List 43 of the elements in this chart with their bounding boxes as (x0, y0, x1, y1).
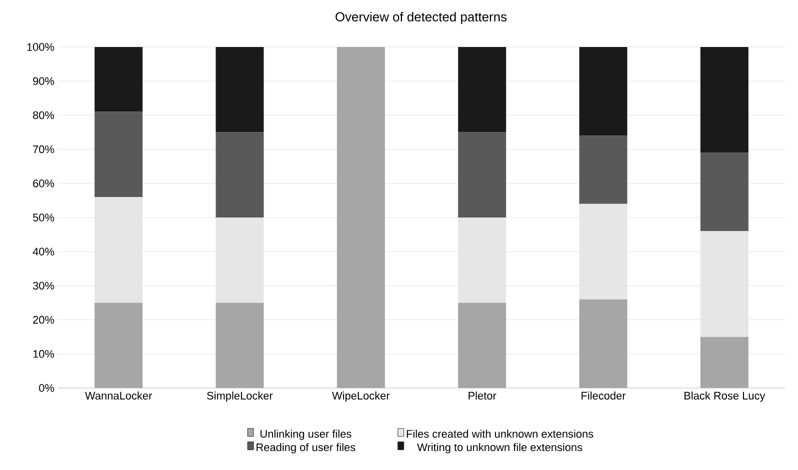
bar (458, 46, 506, 132)
x-tick-label: WannaLocker (85, 392, 152, 400)
x-tick-label: Black Rose Lucy (684, 392, 766, 402)
y-tick-label: 0% (39, 384, 54, 392)
bar (700, 152, 748, 232)
y-tick-label: 40% (32, 248, 54, 256)
y-tick-label: 50% (32, 214, 54, 222)
x-tick-label: SimpleLocker (207, 392, 273, 402)
bar (94, 46, 143, 112)
legend-label: Unlinking user files (260, 430, 352, 440)
bar (94, 112, 143, 198)
x-tick-label: WipeLocker (332, 392, 390, 402)
chart-title: Overview of detected patterns (336, 12, 507, 24)
bar (458, 302, 506, 388)
y-tick-label: 20% (33, 316, 54, 324)
y-tick-label: 30% (32, 282, 54, 290)
bar (216, 132, 264, 218)
bar (458, 132, 506, 218)
bar (700, 231, 748, 337)
bar (336, 46, 385, 388)
bar (216, 302, 264, 388)
bar (94, 302, 143, 388)
y-tick-label: 90% (33, 77, 54, 85)
y-tick-label: 60% (33, 180, 54, 188)
bar (579, 204, 628, 300)
x-tick-label: Pletor (468, 392, 496, 400)
bar (94, 197, 143, 303)
bar (700, 336, 748, 388)
bar (579, 299, 628, 388)
y-tick-label: 80% (33, 111, 54, 120)
x-tick-label: Filecoder (582, 392, 626, 400)
y-tick-label: 10% (33, 350, 54, 358)
bar (700, 46, 748, 153)
bar (216, 46, 264, 132)
bar (579, 46, 628, 136)
bar (458, 218, 506, 303)
y-tick-label: 100% (27, 43, 54, 51)
y-tick-label: 70% (33, 145, 54, 154)
legend-label: Files created with unknown extensions (406, 430, 594, 438)
legend-label: Writing to unknown file extensions (417, 443, 582, 454)
legend-label: Reading of user files (256, 443, 356, 454)
bar (579, 136, 628, 204)
bar (216, 218, 264, 303)
